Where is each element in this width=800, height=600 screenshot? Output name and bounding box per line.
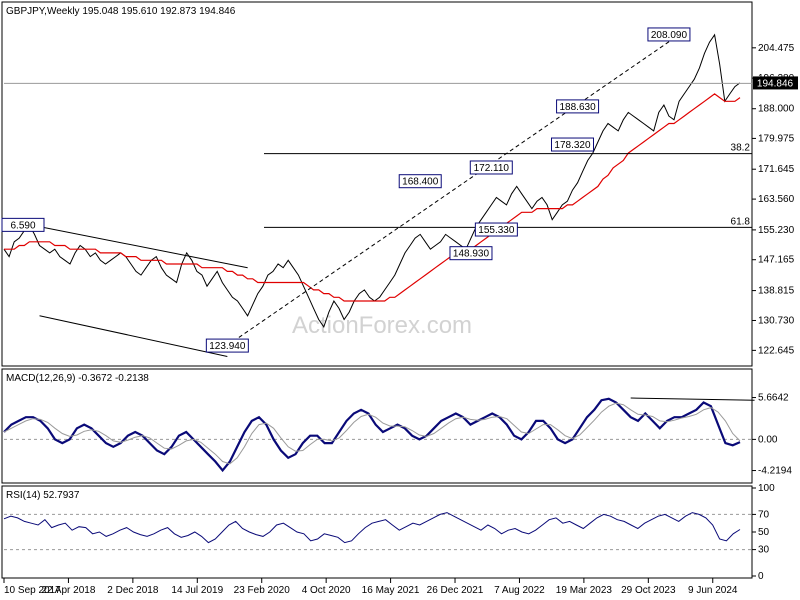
current-price-label: 194.846 — [757, 78, 794, 89]
price-annotation: 155.330 — [478, 225, 515, 236]
price-ytick-label: 147.165 — [758, 255, 795, 266]
current-price-box — [753, 76, 798, 90]
price-annotation: 188.630 — [559, 102, 596, 113]
trend-dashed-line — [227, 34, 680, 346]
price-annotation: 123.940 — [209, 341, 246, 352]
price-panel: 204.475196.280188.000179.975171.645163.5… — [1, 27, 798, 357]
price-annotation: 168.400 — [402, 177, 439, 188]
price-annotation: 6.590 — [10, 220, 35, 231]
price-ytick-label: 171.645 — [758, 164, 795, 175]
x-tick-label: 9 Jun 2024 — [688, 585, 738, 596]
rsi-ytick-label: 50 — [758, 527, 770, 538]
price-annotation: 208.090 — [651, 30, 688, 41]
x-tick-label: 14 Jul 2019 — [171, 585, 223, 596]
price-annotation-box — [1, 217, 45, 232]
x-tick-label: 23 Feb 2020 — [234, 585, 291, 596]
rsi-ytick-label: 30 — [758, 545, 770, 556]
channel-upper — [3, 219, 248, 269]
price-annotation-box — [449, 246, 493, 261]
price-annotation: 178.320 — [554, 140, 591, 151]
macd-ytick-label: -4.2194 — [758, 466, 792, 477]
macd-header: MACD(12,26,9) -0.3672 -0.2138 — [6, 373, 149, 384]
macd-ytick-label: 0.00 — [758, 434, 778, 445]
rsi-header: RSI(14) 52.7937 — [6, 490, 80, 501]
price-annotation: 172.110 — [474, 163, 510, 174]
x-tick-label: 22 Apr 2018 — [41, 585, 95, 596]
price-annotation-box — [647, 27, 691, 42]
rsi-ytick-label: 0 — [758, 571, 764, 582]
rsi-ytick-label: 70 — [758, 509, 770, 520]
price-ytick-label: 204.475 — [758, 43, 795, 54]
price-ytick-label: 138.815 — [758, 286, 795, 297]
macd-panel: 5.6642 0.00 -4.2194 — [3, 393, 792, 477]
price-series-0 — [3, 33, 741, 328]
x-tick-label: 26 Dec 2021 — [427, 585, 484, 596]
x-tick-label: 16 May 2021 — [362, 585, 420, 596]
price-series-1 — [4, 93, 741, 302]
price-annotation-box — [474, 222, 518, 237]
x-tick-label: 2 Dec 2018 — [107, 585, 159, 596]
price-annotation-box — [205, 338, 249, 353]
price-ytick-label: 122.645 — [758, 345, 795, 356]
price-panel-frame — [1, 1, 753, 367]
x-tick-label: 19 Mar 2023 — [556, 585, 613, 596]
price-ytick-label: 188.000 — [758, 104, 795, 115]
macd-divergence-line — [630, 397, 755, 401]
price-ytick-label: 163.560 — [758, 194, 795, 205]
fib-label: 38.2 — [731, 143, 751, 154]
price-annotation-box — [398, 174, 442, 189]
macd-series-1 — [3, 402, 741, 465]
x-tick-label: 10 Sep 2017 — [4, 585, 61, 596]
price-annotation-box — [556, 99, 600, 114]
price-annotation-box — [550, 137, 594, 152]
macd-panel-frame — [1, 368, 753, 484]
rsi-ytick-label: 100 — [758, 483, 775, 494]
price-header: GBPJPY,Weekly 195.048 195.610 192.873 19… — [6, 6, 236, 17]
price-annotation-box — [469, 160, 513, 175]
channel-lower — [39, 315, 228, 357]
price-annotation: 148.930 — [453, 249, 490, 260]
x-tick-label: 4 Oct 2020 — [302, 585, 351, 596]
x-tick-label: 29 Oct 2023 — [621, 585, 676, 596]
price-ytick-label: 155.230 — [758, 225, 795, 236]
fib-label: 61.8 — [731, 216, 751, 227]
price-ytick-label: 179.975 — [758, 133, 795, 144]
price-ytick-label: 130.730 — [758, 315, 795, 326]
watermark: ActionForex.com — [292, 312, 472, 339]
macd-ytick-label: 5.6642 — [758, 393, 789, 404]
rsi-panel: 100 70 50 30 0 — [3, 483, 775, 582]
rsi-series-0 — [3, 512, 741, 544]
x-tick-label: 7 Aug 2022 — [494, 585, 545, 596]
